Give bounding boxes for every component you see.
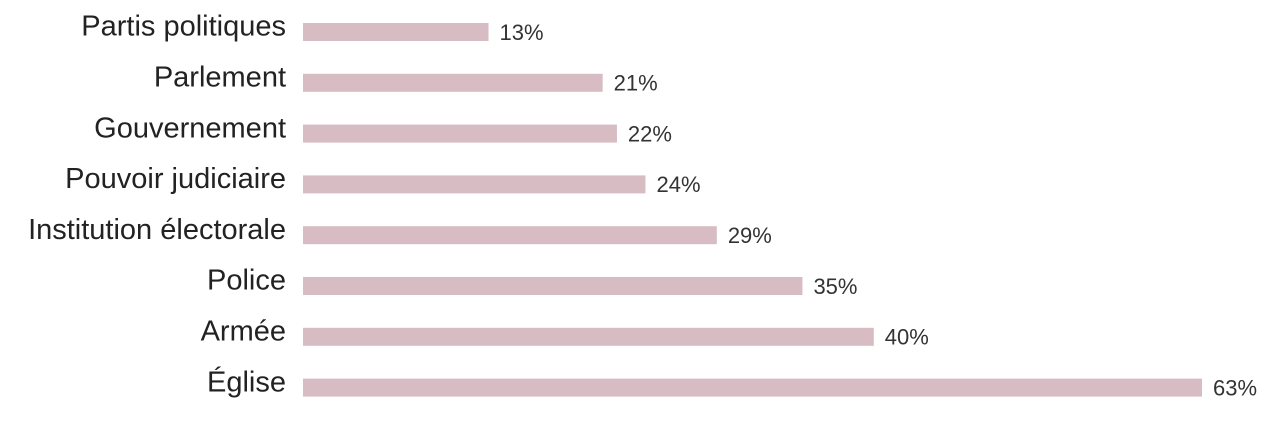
value-label: 63% bbox=[1213, 375, 1257, 400]
bar bbox=[303, 327, 874, 346]
value-label: 24% bbox=[656, 172, 700, 197]
category-label: Partis politiques bbox=[81, 11, 286, 43]
category-label: Parlement bbox=[154, 61, 286, 93]
value-label: 29% bbox=[728, 223, 772, 248]
bar bbox=[303, 175, 646, 194]
bar bbox=[303, 378, 1202, 397]
value-label: 35% bbox=[813, 274, 857, 299]
category-label: Pouvoir judiciaire bbox=[65, 163, 286, 195]
value-label: 40% bbox=[885, 325, 929, 350]
bar bbox=[303, 124, 617, 143]
bar bbox=[303, 277, 803, 295]
value-label: 21% bbox=[614, 71, 658, 96]
category-label: Église bbox=[207, 365, 286, 398]
bar bbox=[303, 73, 603, 92]
value-label: 22% bbox=[628, 121, 672, 146]
category-label: Institution électorale bbox=[28, 214, 286, 246]
category-label: Gouvernement bbox=[94, 112, 286, 144]
value-label: 13% bbox=[500, 20, 544, 45]
category-label: Police bbox=[207, 265, 286, 297]
bar bbox=[303, 226, 717, 245]
category-label: Armée bbox=[201, 315, 286, 347]
bar bbox=[303, 23, 489, 41]
